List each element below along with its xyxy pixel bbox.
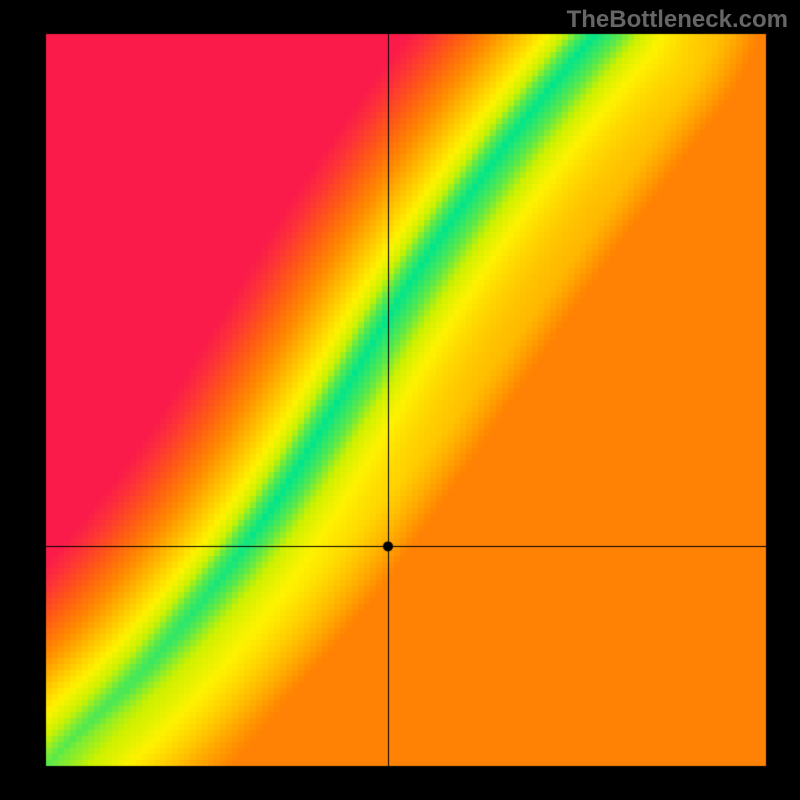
chart-container: TheBottleneck.com	[0, 0, 800, 800]
watermark-text: TheBottleneck.com	[567, 6, 788, 34]
heatmap-canvas	[0, 0, 800, 800]
